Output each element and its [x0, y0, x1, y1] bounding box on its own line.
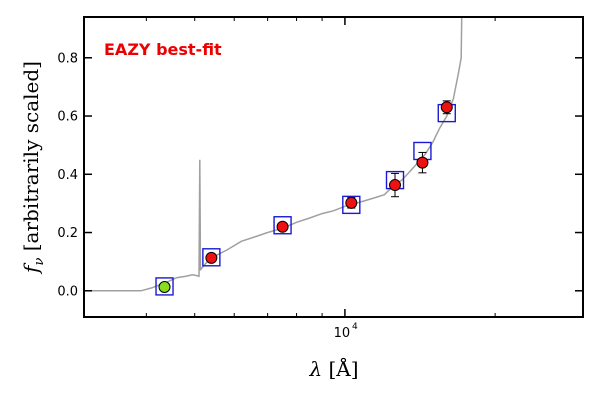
x-axis-title: λ [Å]	[308, 356, 358, 381]
model-photometry-box	[202, 248, 221, 267]
x-tick-exponent: 4	[352, 322, 358, 332]
plot-layer	[84, 17, 463, 296]
y-tick-label: 0.6	[57, 110, 78, 125]
observed-point	[389, 179, 402, 192]
y-axis-title: fν [arbitrarily scaled]	[19, 61, 47, 275]
y-axis-subscript: ν	[32, 258, 47, 266]
x-tick-label: 10	[334, 326, 351, 341]
observed-point	[440, 101, 453, 114]
axes-layer: 0.0 0.2 0.4 0.6 0.8 10 4	[57, 17, 583, 341]
annotation-label: EAZY best-fit	[104, 40, 222, 59]
y-tick-label: 0.8	[57, 51, 78, 66]
observed-point	[416, 156, 429, 169]
observed-point	[345, 196, 358, 209]
sed-spectrum-line	[84, 17, 463, 292]
model-photometry-box	[273, 216, 292, 235]
y-axis-text: [arbitrarily scaled]	[19, 61, 43, 258]
observed-point	[158, 281, 171, 293]
observed-point	[276, 220, 289, 233]
observed-point	[205, 251, 218, 264]
y-tick-label: 0.2	[57, 226, 78, 241]
model-photometry-box	[155, 277, 174, 296]
y-tick-label: 0.4	[57, 168, 78, 183]
x-axis-unit: [Å]	[322, 356, 358, 381]
y-tick-label: 0.0	[57, 284, 78, 299]
x-axis-symbol: λ	[308, 357, 322, 381]
plot-frame	[83, 16, 584, 318]
model-photometry-box	[342, 195, 361, 215]
